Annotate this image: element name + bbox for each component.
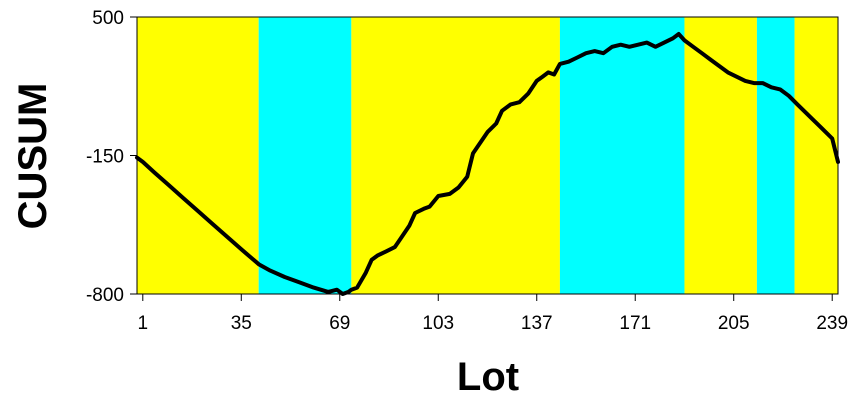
background-band-7 bbox=[794, 17, 838, 294]
y-tick-label: -150 bbox=[86, 147, 124, 168]
x-tick-label: 239 bbox=[816, 313, 848, 334]
x-tick-label: 137 bbox=[521, 313, 553, 334]
x-tick-label: 171 bbox=[619, 313, 651, 334]
axes: 1 35 69 103 137 171 205 239 -800 -150 500 bbox=[86, 8, 848, 334]
background-bands bbox=[137, 17, 838, 294]
x-tick-label: 35 bbox=[231, 313, 252, 334]
x-tick-label: 1 bbox=[138, 313, 149, 334]
background-band-4 bbox=[559, 17, 685, 294]
background-band-6 bbox=[756, 17, 795, 294]
background-band-5 bbox=[684, 17, 757, 294]
background-band-1 bbox=[137, 17, 259, 294]
cusum-line bbox=[135, 32, 840, 296]
y-tick-label: -800 bbox=[86, 285, 124, 306]
y-tick-label: 500 bbox=[92, 8, 124, 29]
x-axis-title: Lot bbox=[457, 355, 519, 393]
background-band-3 bbox=[351, 17, 560, 294]
series-layer bbox=[135, 32, 840, 296]
x-tick-label: 103 bbox=[422, 313, 454, 334]
x-tick-label: 205 bbox=[718, 313, 750, 334]
y-axis-title: CUSUM bbox=[11, 83, 55, 230]
background-band-2 bbox=[258, 17, 352, 294]
x-tick-label: 69 bbox=[329, 313, 350, 334]
